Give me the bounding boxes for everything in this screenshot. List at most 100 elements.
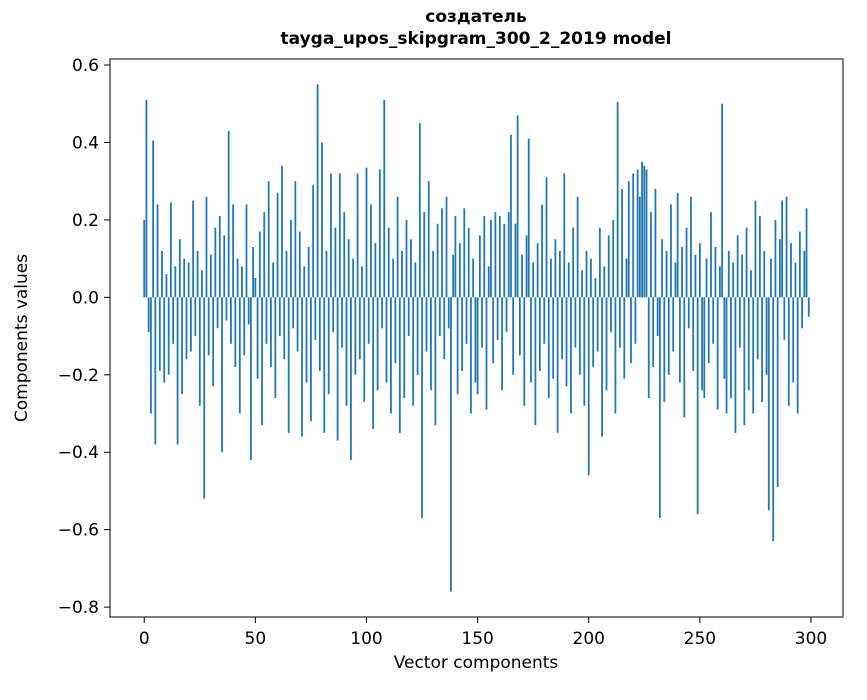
bar	[470, 297, 472, 414]
bar	[210, 254, 212, 298]
bar	[663, 297, 666, 402]
bar	[434, 297, 437, 426]
bar	[356, 173, 359, 298]
bar	[152, 140, 155, 298]
bar	[303, 266, 306, 298]
bar	[447, 297, 450, 329]
bar	[230, 297, 232, 344]
bar	[578, 297, 581, 375]
bar	[336, 297, 339, 441]
bar	[358, 297, 361, 360]
bar	[534, 297, 537, 426]
bar	[427, 181, 430, 298]
x-ticks-group: 0 50 100 150 200 250 300	[139, 617, 827, 649]
bar	[754, 200, 757, 298]
bar	[341, 297, 343, 348]
bar	[163, 297, 166, 383]
bar	[205, 196, 208, 298]
bar	[290, 219, 292, 298]
bar	[763, 250, 766, 298]
bar	[532, 262, 535, 298]
bar	[758, 216, 761, 298]
bar	[203, 297, 206, 499]
bar	[752, 297, 755, 414]
axes-spines	[109, 58, 844, 618]
bar	[601, 297, 603, 437]
bar	[798, 231, 801, 298]
bar	[350, 297, 352, 460]
bar	[465, 297, 468, 344]
bars-group	[143, 84, 810, 592]
bar	[585, 250, 588, 298]
bar	[150, 297, 152, 414]
bar	[305, 297, 308, 383]
bar	[452, 254, 455, 298]
bar	[172, 297, 175, 344]
bar	[696, 297, 699, 515]
bar	[225, 297, 228, 321]
x-tick-label: 300	[795, 629, 827, 649]
bar	[250, 297, 252, 460]
bar	[405, 219, 408, 298]
x-axis-label: Vector components	[394, 653, 559, 673]
bar	[647, 297, 650, 399]
bar	[365, 167, 368, 298]
bar	[634, 297, 637, 344]
bar	[523, 297, 526, 406]
bar	[614, 297, 617, 414]
bar	[550, 258, 552, 298]
bar	[381, 297, 383, 329]
bar	[212, 297, 215, 387]
bar	[390, 297, 392, 414]
bar	[192, 200, 195, 298]
bar	[370, 204, 372, 298]
bar	[518, 297, 521, 356]
bar	[254, 277, 257, 298]
x-tick-label: 250	[684, 629, 716, 649]
bar	[583, 297, 586, 406]
bar	[281, 165, 283, 298]
y-tick-label: 0.0	[72, 288, 99, 308]
bar	[770, 258, 772, 298]
bar	[201, 270, 203, 298]
bar	[323, 297, 326, 433]
bar	[363, 297, 366, 402]
bar	[158, 297, 161, 371]
bar	[194, 297, 197, 337]
bar	[441, 208, 443, 298]
bar	[674, 262, 677, 298]
bar	[334, 227, 337, 298]
bar	[665, 250, 668, 298]
plot-background	[110, 59, 843, 617]
bar	[147, 297, 150, 333]
y-tick-label: 0.2	[72, 211, 99, 231]
bar	[472, 258, 475, 298]
bar	[743, 297, 746, 426]
bar	[454, 216, 457, 298]
bar	[610, 297, 612, 333]
bar	[710, 212, 712, 298]
bar	[185, 297, 188, 360]
bar	[265, 297, 268, 344]
bar	[525, 235, 528, 298]
bar	[294, 181, 297, 298]
bar	[556, 297, 559, 433]
y-tick-label: −0.4	[58, 443, 99, 463]
bar	[170, 202, 172, 298]
bar	[461, 297, 463, 371]
bar	[796, 297, 799, 414]
bar	[747, 297, 750, 391]
bar	[167, 297, 170, 375]
bar	[187, 262, 190, 298]
bar	[545, 177, 548, 298]
bar	[734, 297, 737, 433]
bar	[756, 297, 759, 360]
bar	[238, 297, 241, 414]
bar	[218, 216, 221, 298]
bar	[316, 84, 319, 298]
bar	[645, 169, 648, 298]
bar	[287, 297, 290, 433]
bar	[174, 266, 177, 298]
bar	[732, 262, 735, 298]
bar	[527, 138, 530, 298]
